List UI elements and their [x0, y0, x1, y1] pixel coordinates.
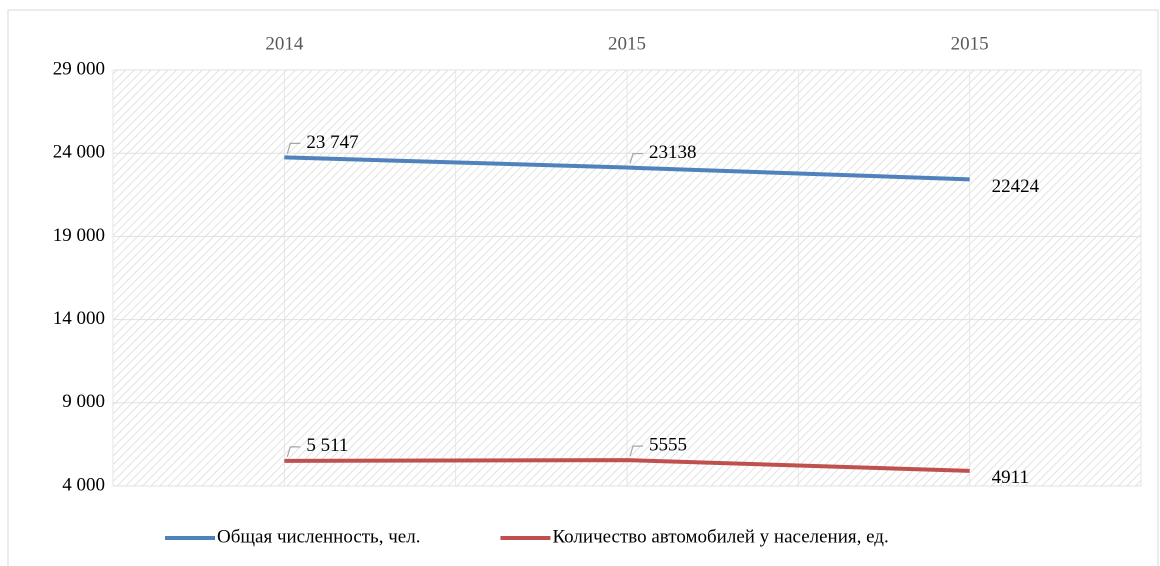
series-line	[284, 155, 970, 182]
legend-label: Общая численность, чел.	[217, 526, 420, 547]
y-tick-label: 9 000	[62, 391, 105, 412]
legend-label: Количество автомобилей у населения, ед.	[552, 526, 888, 547]
data-label: 5 511	[306, 435, 348, 456]
y-tick-label: 29 000	[53, 58, 105, 79]
series-line	[284, 458, 970, 473]
data-label: 4911	[992, 467, 1029, 488]
leader-line	[629, 152, 643, 164]
x-tick-label: 2014	[265, 33, 304, 54]
x-tick-label: 2015	[608, 33, 646, 54]
y-tick-label: 4 000	[62, 474, 105, 495]
data-label: 5555	[649, 434, 687, 455]
x-tick-label: 2015	[951, 33, 989, 54]
leader-line	[286, 446, 301, 458]
chart-border	[7, 9, 1159, 566]
leader-line	[629, 445, 643, 457]
y-tick-label: 19 000	[53, 225, 105, 246]
data-label: 23138	[649, 142, 697, 163]
y-tick-label: 24 000	[53, 142, 105, 163]
leader-line	[286, 142, 301, 154]
data-label: 23 747	[306, 132, 358, 153]
data-label: 22424	[992, 176, 1040, 197]
y-tick-label: 14 000	[53, 308, 105, 329]
